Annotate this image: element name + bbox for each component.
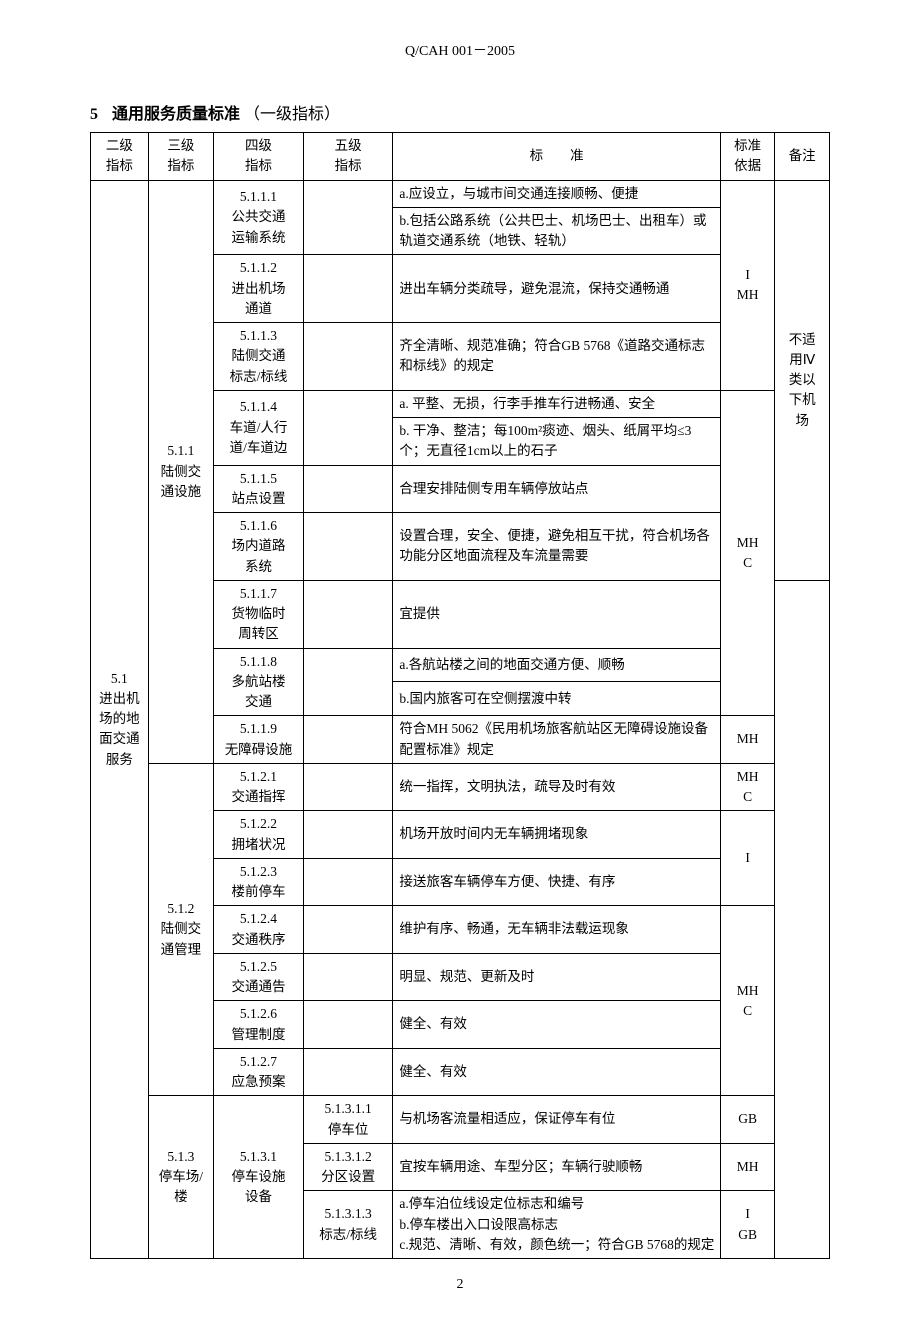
cell-basis: MHC: [720, 906, 775, 1096]
cell-lvl4: 5.1.1.2进出机场通道: [214, 255, 304, 323]
cell-lvl5: 5.1.3.1.2分区设置: [303, 1143, 393, 1191]
cell-std: 合理安排陆侧专用车辆停放站点: [393, 465, 720, 513]
cell-lvl5: [303, 1001, 393, 1049]
cell-lvl4: 5.1.1.4车道/人行道/车道边: [214, 390, 304, 465]
cell-std: 维护有序、畅通，无车辆非法载运现象: [393, 906, 720, 954]
cell-lvl5: [303, 1048, 393, 1096]
std-line: c.规范、清晰、有效，颜色统一；符合GB 5768的规定: [399, 1237, 714, 1252]
th-remark: 备注: [775, 133, 830, 181]
cell-lvl4: 5.1.3.1停车设施设备: [214, 1096, 304, 1259]
cell-lvl5: [303, 953, 393, 1001]
th-lvl3: 三级指标: [148, 133, 213, 181]
std-line: a.停车泊位线设定位标志和编号: [399, 1196, 584, 1211]
cell-basis: MH: [720, 716, 775, 764]
th-lvl2: 二级指标: [91, 133, 149, 181]
th-standard: 标 准: [393, 133, 720, 181]
cell-remark: 不适用Ⅳ类以下机场: [775, 180, 830, 580]
section-number: 5: [90, 106, 98, 123]
cell-basis: MH: [720, 1143, 775, 1191]
cell-std: 机场开放时间内无车辆拥堵现象: [393, 811, 720, 859]
cell-lvl5: [303, 580, 393, 648]
cell-lvl5: [303, 811, 393, 859]
cell-std: 符合MH 5062《民用机场旅客航站区无障碍设施设备配置标准》规定: [393, 716, 720, 764]
cell-lvl4: 5.1.1.9无障碍设施: [214, 716, 304, 764]
cell-lvl4: 5.1.1.8多航站楼交通: [214, 648, 304, 716]
cell-std: a.停车泊位线设定位标志和编号 b.停车楼出入口设限高标志 c.规范、清晰、有效…: [393, 1191, 720, 1259]
cell-lvl5: [303, 390, 393, 465]
cell-lvl3: 5.1.2陆侧交通管理: [148, 763, 213, 1096]
section-title-paren: （一级指标）: [244, 106, 340, 123]
cell-lvl5: [303, 323, 393, 391]
cell-remark: [775, 580, 830, 1258]
cell-lvl5: [303, 906, 393, 954]
cell-lvl4: 5.1.2.7应急预案: [214, 1048, 304, 1096]
table-row: 5.1.2陆侧交通管理 5.1.2.1交通指挥 统一指挥，文明执法，疏导及时有效…: [91, 763, 830, 811]
cell-std: a.各航站楼之间的地面交通方便、顺畅: [393, 648, 720, 682]
cell-std: b.包括公路系统（公共巴士、机场巴士、出租车）或轨道交通系统（地铁、轻轨）: [393, 207, 720, 255]
th-lvl5: 五级指标: [303, 133, 393, 181]
th-lvl4: 四级指标: [214, 133, 304, 181]
cell-std: b. 干净、整洁；每100m²痰迹、烟头、纸屑平均≤3个；无直径1cm以上的石子: [393, 418, 720, 466]
cell-lvl4: 5.1.1.5站点设置: [214, 465, 304, 513]
cell-std: b.国内旅客可在空侧摆渡中转: [393, 682, 720, 716]
cell-lvl4: 5.1.1.1公共交通运输系统: [214, 180, 304, 255]
cell-lvl5: [303, 858, 393, 906]
table-row: 5.1进出机场的地面交通服务 5.1.1陆侧交通设施 5.1.1.1公共交通运输…: [91, 180, 830, 207]
cell-lvl5: [303, 465, 393, 513]
doc-code-header: Q/CAH 001－2005: [90, 40, 830, 60]
cell-lvl3: 5.1.1陆侧交通设施: [148, 180, 213, 763]
cell-basis: IMH: [720, 180, 775, 390]
cell-std: 健全、有效: [393, 1001, 720, 1049]
cell-std: 统一指挥，文明执法，疏导及时有效: [393, 763, 720, 811]
cell-lvl4: 5.1.2.4交通秩序: [214, 906, 304, 954]
cell-std: 宜提供: [393, 580, 720, 648]
cell-lvl5: [303, 255, 393, 323]
cell-basis: MHC: [720, 763, 775, 811]
cell-lvl5: [303, 716, 393, 764]
cell-lvl5: 5.1.3.1.1停车位: [303, 1096, 393, 1144]
cell-std: 设置合理，安全、便捷，避免相互干扰，符合机场各功能分区地面流程及车流量需要: [393, 513, 720, 581]
cell-lvl2: 5.1进出机场的地面交通服务: [91, 180, 149, 1259]
cell-lvl5: [303, 513, 393, 581]
cell-basis: IGB: [720, 1191, 775, 1259]
cell-lvl5: [303, 648, 393, 716]
cell-lvl4: 5.1.2.2拥堵状况: [214, 811, 304, 859]
cell-lvl4: 5.1.1.6场内道路系统: [214, 513, 304, 581]
cell-std: 齐全清晰、规范准确；符合GB 5768《道路交通标志和标线》的规定: [393, 323, 720, 391]
cell-std: 进出车辆分类疏导，避免混流，保持交通畅通: [393, 255, 720, 323]
cell-std: 明显、规范、更新及时: [393, 953, 720, 1001]
page-number: 2: [90, 1277, 830, 1293]
cell-std: 接送旅客车辆停车方便、快捷、有序: [393, 858, 720, 906]
cell-lvl5: [303, 763, 393, 811]
cell-std: a.应设立，与城市间交通连接顺畅、便捷: [393, 180, 720, 207]
cell-basis: MHC: [720, 390, 775, 716]
section-title-bold: 通用服务质量标准: [112, 106, 240, 123]
table-header-row: 二级指标 三级指标 四级指标 五级指标 标 准 标准依据 备注: [91, 133, 830, 181]
cell-lvl5: [303, 180, 393, 255]
standards-table: 二级指标 三级指标 四级指标 五级指标 标 准 标准依据 备注 5.1进出机场的…: [90, 132, 830, 1259]
cell-lvl4: 5.1.2.3楼前停车: [214, 858, 304, 906]
cell-lvl4: 5.1.1.3陆侧交通标志/标线: [214, 323, 304, 391]
table-row: 5.1.3停车场/楼 5.1.3.1停车设施设备 5.1.3.1.1停车位 与机…: [91, 1096, 830, 1144]
cell-lvl4: 5.1.2.5交通通告: [214, 953, 304, 1001]
cell-lvl4: 5.1.2.6管理制度: [214, 1001, 304, 1049]
cell-std: 健全、有效: [393, 1048, 720, 1096]
section-title: 5 通用服务质量标准 （一级指标）: [90, 100, 830, 124]
cell-lvl4: 5.1.2.1交通指挥: [214, 763, 304, 811]
th-basis: 标准依据: [720, 133, 775, 181]
std-line: b.停车楼出入口设限高标志: [399, 1217, 558, 1232]
cell-lvl3: 5.1.3停车场/楼: [148, 1096, 213, 1259]
cell-std: 与机场客流量相适应，保证停车有位: [393, 1096, 720, 1144]
cell-std: 宜按车辆用途、车型分区；车辆行驶顺畅: [393, 1143, 720, 1191]
cell-lvl4: 5.1.1.7货物临时周转区: [214, 580, 304, 648]
cell-std: a. 平整、无损，行李手推车行进畅通、安全: [393, 390, 720, 417]
cell-lvl5: 5.1.3.1.3标志/标线: [303, 1191, 393, 1259]
cell-basis: GB: [720, 1096, 775, 1144]
cell-basis: I: [720, 811, 775, 906]
